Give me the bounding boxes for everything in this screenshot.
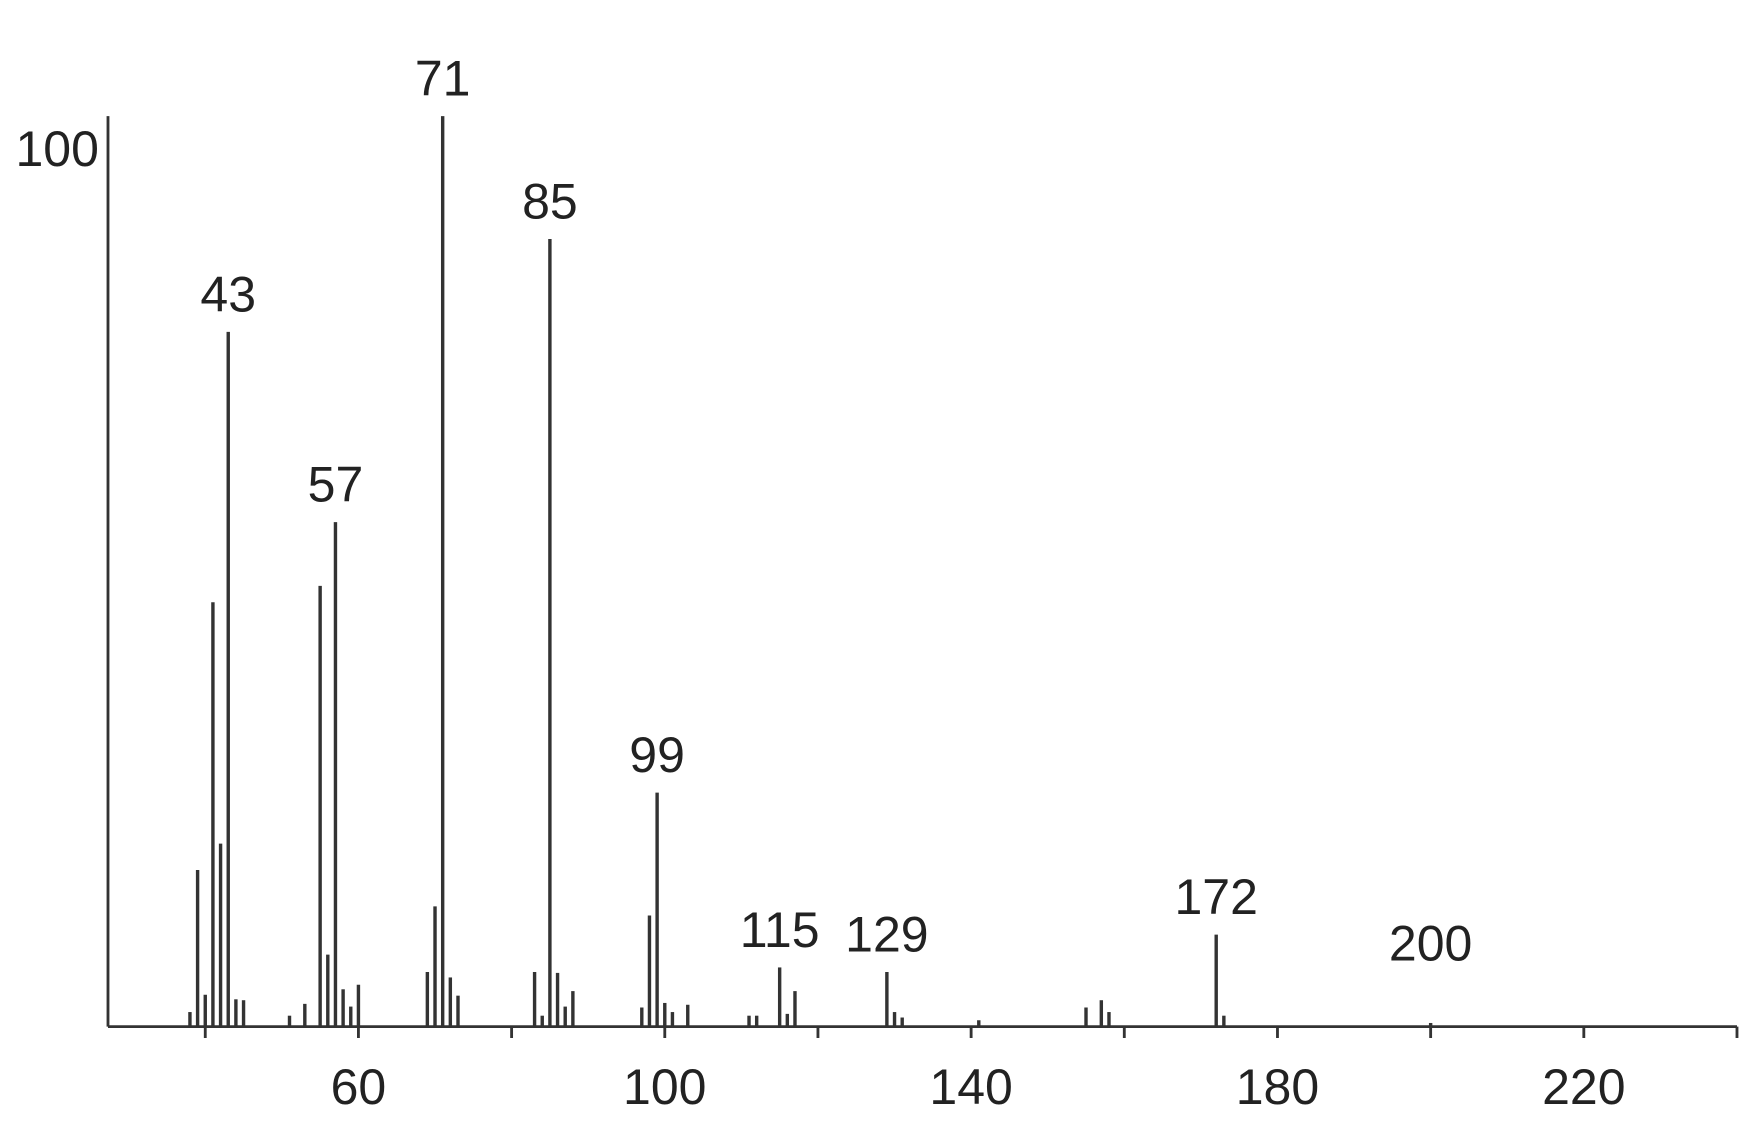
peak-label: 85 xyxy=(522,174,578,230)
peak-label: 115 xyxy=(740,902,820,958)
x-tick-label: 100 xyxy=(623,1059,706,1115)
peak-label: 200 xyxy=(1389,916,1472,972)
peak-label: 99 xyxy=(629,727,685,783)
peak-label: 57 xyxy=(308,457,364,513)
y-tick-label: 100 xyxy=(15,121,98,177)
x-tick-label: 220 xyxy=(1542,1059,1625,1115)
peak-label: 129 xyxy=(845,907,928,963)
x-tick-label: 140 xyxy=(929,1059,1012,1115)
x-tick-label: 180 xyxy=(1236,1059,1319,1115)
peak-label: 71 xyxy=(415,51,471,107)
peak-label: 43 xyxy=(200,266,256,322)
x-tick-label: 60 xyxy=(331,1059,387,1115)
peak-label: 172 xyxy=(1174,869,1257,925)
